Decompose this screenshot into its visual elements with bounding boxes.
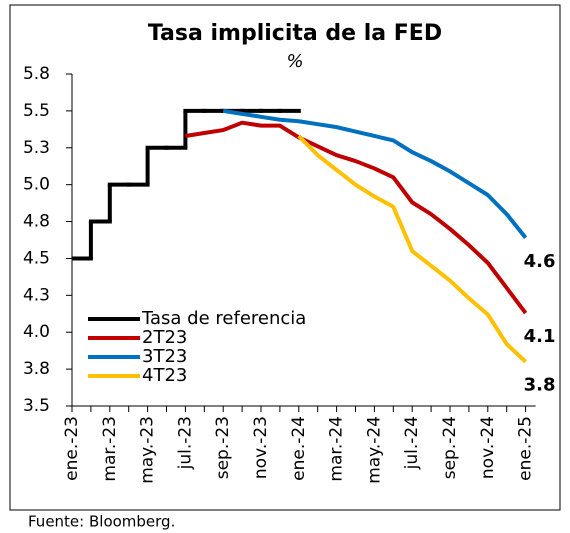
y-tick-label: 5.5 — [23, 101, 50, 121]
series-line — [222, 108, 528, 240]
legend-label: 2T23 — [142, 327, 187, 348]
x-tick-label: mar.-24 — [327, 416, 347, 482]
x-tick-label: mar.-23 — [100, 416, 120, 482]
legend-label: 3T23 — [142, 346, 187, 367]
chart-subtitle: % — [286, 51, 303, 72]
x-tick-label: ene.-24 — [289, 416, 309, 481]
x-tick-label: nov.-23 — [251, 416, 271, 479]
series-line — [297, 134, 527, 364]
series-line — [185, 120, 528, 315]
x-tick-label: sep.-24 — [440, 416, 460, 479]
x-tick-label: may.-23 — [138, 416, 158, 484]
value-label: 4.6 — [524, 251, 556, 272]
x-tick-label: ene.-23 — [62, 416, 82, 481]
chart-border — [9, 4, 561, 511]
x-tick-label: jul.-23 — [175, 416, 195, 470]
y-tick-label: 4.5 — [23, 248, 50, 268]
y-tick-label: 4.3 — [23, 285, 50, 305]
y-tick-label: 5.3 — [23, 138, 50, 158]
y-tick-label: 3.8 — [23, 359, 50, 379]
y-tick-label: 5.8 — [23, 64, 50, 84]
source-note: Fuente: Bloomberg. — [28, 513, 175, 531]
y-tick-label: 3.5 — [23, 396, 50, 416]
y-tick-label: 4.0 — [23, 322, 50, 342]
x-tick-label: nov.-24 — [478, 416, 498, 479]
legend-label: 4T23 — [142, 365, 187, 386]
y-tick-label: 4.8 — [23, 212, 50, 232]
x-tick-label: ene.-25 — [516, 416, 536, 481]
x-tick-label: sep.-23 — [213, 416, 233, 479]
legend-label: Tasa de referencia — [141, 308, 306, 329]
x-tick-label: may.-24 — [364, 416, 384, 484]
y-tick-label: 5.0 — [23, 175, 50, 195]
value-label: 3.8 — [524, 375, 556, 396]
value-label: 4.1 — [524, 326, 556, 347]
chart-title: Tasa implicita de la FED — [148, 21, 442, 46]
x-tick-label: jul.-24 — [402, 416, 422, 470]
